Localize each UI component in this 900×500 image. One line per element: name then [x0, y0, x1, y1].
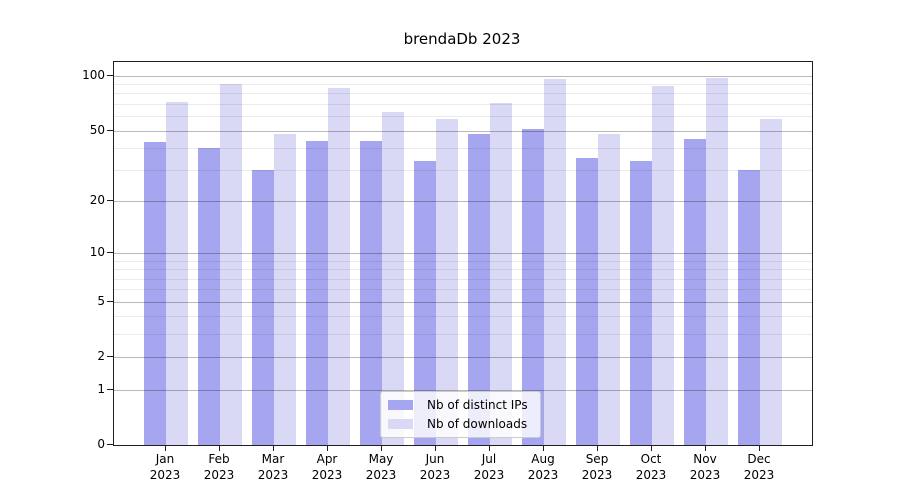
bar-may-distinct-ips [360, 140, 382, 445]
gridline-minor [114, 170, 812, 172]
bar-oct-downloads [652, 85, 674, 445]
chart-title: brendaDb 2023 [403, 30, 521, 48]
x-tick-label: Feb 2023 [203, 452, 235, 482]
x-tick-mark [381, 445, 382, 451]
gridline-minor [114, 260, 812, 262]
bar-jul-downloads [490, 102, 512, 445]
x-tick-label: Apr 2023 [311, 452, 343, 482]
y-tick-label: 10 [89, 245, 105, 260]
gridline-major [114, 253, 812, 255]
y-tick-label: 2 [97, 349, 105, 364]
bar-aug-downloads [544, 79, 566, 445]
legend-swatch-distinct-ips [388, 400, 413, 410]
y-tick-mark [107, 200, 113, 202]
gridline-major [114, 75, 812, 77]
x-tick-mark [705, 445, 706, 451]
x-tick-label: Mar 2023 [257, 452, 289, 482]
gridline-minor [114, 289, 812, 291]
bar-apr-distinct-ips [306, 140, 328, 445]
plot-area: Nb of distinct IPs Nb of downloads [113, 61, 813, 446]
gridline-major [114, 357, 812, 359]
y-tick-label: 50 [89, 122, 105, 137]
y-tick-mark [107, 129, 113, 131]
x-tick-mark [219, 445, 220, 451]
x-tick-label: Oct 2023 [635, 452, 667, 482]
x-tick-mark [597, 445, 598, 451]
y-tick-mark [107, 252, 113, 254]
x-tick-label: Jun 2023 [419, 452, 451, 482]
x-tick-label: Jul 2023 [473, 452, 505, 482]
x-tick-label: Dec 2023 [743, 452, 775, 482]
bar-mar-downloads [274, 133, 296, 445]
y-tick-mark [107, 74, 113, 76]
legend-item-distinct-ips: Nb of distinct IPs [388, 398, 528, 412]
gridline-minor [114, 84, 812, 86]
bar-aug-distinct-ips [522, 128, 544, 445]
y-tick-mark [107, 356, 113, 358]
bar-sep-downloads [598, 133, 620, 445]
bar-jan-downloads [166, 101, 188, 445]
x-tick-mark [759, 445, 760, 451]
y-tick-label: 1 [97, 381, 105, 396]
gridline-major [114, 301, 812, 303]
y-tick-mark [107, 388, 113, 390]
gridline-minor [114, 316, 812, 318]
x-tick-label: Aug 2023 [527, 452, 559, 482]
gridline-minor [114, 104, 812, 105]
gridline-minor [114, 278, 812, 280]
bar-dec-downloads [760, 118, 782, 445]
bar-sep-distinct-ips [576, 158, 598, 445]
x-tick-label: May 2023 [365, 452, 397, 482]
y-tick-mark [107, 444, 113, 445]
bar-jul-distinct-ips [468, 133, 490, 445]
x-tick-label: Sep 2023 [581, 452, 613, 482]
x-tick-mark [543, 445, 544, 451]
bar-feb-downloads [220, 84, 242, 445]
x-tick-mark [165, 445, 166, 451]
y-tick-label: 0 [97, 437, 105, 451]
bar-mar-distinct-ips [252, 170, 274, 445]
bar-jan-distinct-ips [144, 142, 166, 445]
bar-jun-distinct-ips [414, 160, 436, 445]
gridline-minor [114, 147, 812, 149]
bar-apr-downloads [328, 87, 350, 445]
bar-nov-downloads [706, 78, 728, 445]
gridline-major [114, 130, 812, 132]
y-tick-mark [107, 300, 113, 302]
x-tick-mark [489, 445, 490, 451]
bar-jun-downloads [436, 118, 458, 445]
gridline-major [114, 389, 812, 391]
bar-feb-distinct-ips [198, 147, 220, 445]
bar-oct-distinct-ips [630, 160, 652, 445]
gridline-major [114, 201, 812, 203]
x-tick-label: Nov 2023 [689, 452, 721, 482]
gridline-minor [114, 334, 812, 336]
legend-swatch-downloads [388, 419, 413, 429]
gridline-minor [114, 93, 812, 95]
y-tick-label: 5 [97, 293, 105, 308]
bar-may-downloads [382, 112, 404, 445]
y-tick-label: 20 [89, 193, 105, 208]
bar-nov-distinct-ips [684, 138, 706, 445]
legend-item-downloads: Nb of downloads [388, 417, 528, 431]
gridline-minor [114, 269, 812, 271]
x-tick-mark [327, 445, 328, 451]
x-tick-mark [273, 445, 274, 451]
legend: Nb of distinct IPs Nb of downloads [380, 391, 541, 438]
gridline-minor [114, 116, 812, 118]
x-tick-mark [651, 445, 652, 451]
legend-label-distinct-ips: Nb of distinct IPs [427, 398, 528, 412]
y-tick-label: 100 [82, 67, 105, 82]
x-tick-mark [435, 445, 436, 451]
bar-dec-distinct-ips [738, 170, 760, 445]
legend-label-downloads: Nb of downloads [427, 417, 528, 431]
x-tick-label: Jan 2023 [149, 452, 181, 482]
